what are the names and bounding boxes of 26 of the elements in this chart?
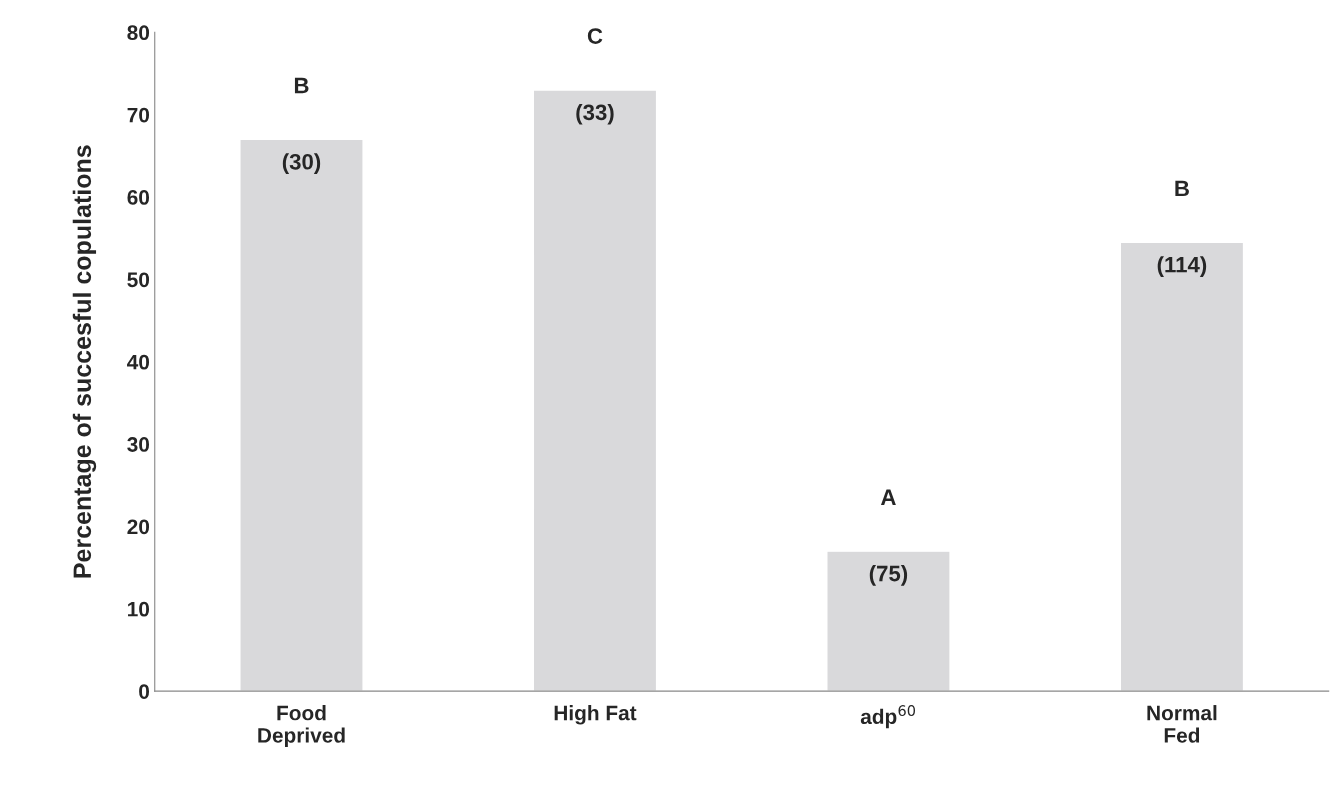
annotation: A [880,489,896,505]
annotation: (33) [576,103,614,125]
y-tick-label: 40 [127,354,150,370]
bar [532,89,658,692]
annotation: B [294,77,309,94]
x-tick-label: High Fat [554,705,637,725]
y-tick-label: 50 [127,272,150,288]
y-tick-label: 80 [127,25,150,41]
annotation: (75) [869,565,908,586]
annotation: C [587,28,603,44]
bar [826,550,951,692]
y-tick-label: 70 [127,107,150,123]
y-tick-label: 10 [128,601,150,617]
y-axis-title: Percentage of succesful copulations [72,145,97,578]
y-tick-label: 0 [139,684,150,699]
annotation: B [1175,180,1189,197]
bar [1119,241,1245,692]
y-tick-label: 20 [127,519,150,535]
x-tick-label: Food Deprived [258,705,345,747]
annotation: (30) [282,153,321,175]
x-tick-label: Normal Fed [1147,705,1217,743]
y-tick-label: 60 [127,190,150,205]
annotation: (114) [1157,256,1207,277]
x-tick-label: adp$^{60}$ [860,705,916,729]
bar [239,138,364,692]
y-tick-label: 30 [127,437,150,452]
